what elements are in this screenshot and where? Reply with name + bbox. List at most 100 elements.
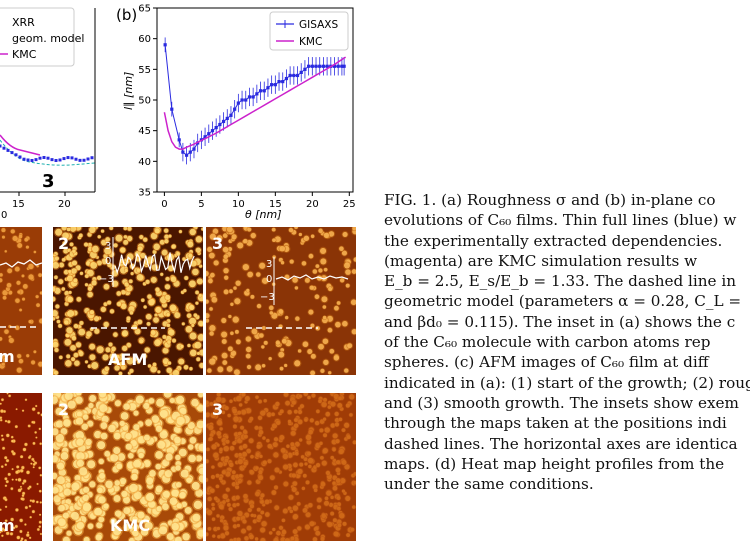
panel-b-chart: (b) 35 40 45 50 55 60 65 0 5 10 15 20 25 l∥ [nm] θ …: [116, 4, 356, 222]
panel-b-ytick: 65: [138, 4, 151, 15]
panel-b-gisaxs-point: [207, 132, 211, 136]
afm-2-number: 2: [58, 234, 69, 253]
panel-b-gisaxs-point: [299, 70, 303, 74]
panel-b-gisaxs-point: [284, 76, 289, 81]
caption-line: spheres. (c) AFM images of C₆₀ film at d…: [384, 353, 709, 372]
panel-b-gisaxs-point: [295, 73, 300, 78]
panel-b-legend-kmc: KMC: [299, 36, 322, 48]
panel-b-gisaxs-point: [321, 64, 326, 68]
caption-line: (magenta) are KMC simulation results w: [384, 251, 698, 270]
panel-b-gisaxs-point: [203, 135, 207, 139]
panel-b-ylabel: l∥ [nm]: [122, 72, 135, 110]
panel-b-gisaxs-point: [340, 64, 344, 68]
panel-a-chart: XRR geom. model KMC 15 20 0 3: [0, 7, 96, 220]
kmc-3-number: 3: [212, 400, 223, 419]
panel-a-geom-curve: [0, 139, 96, 166]
panel-b-gisaxs-point: [244, 98, 248, 102]
panel-b-gisaxs-point: [255, 92, 259, 96]
panel-b-gisaxs-point: [181, 150, 185, 154]
afm-2-tick-3: 3: [105, 241, 111, 252]
panel-b-gisaxs-point: [270, 83, 274, 87]
panel-b-xtick: 5: [198, 199, 204, 210]
afm-2-tag: AFM: [108, 350, 147, 369]
afm-2-tick-0: 0: [105, 256, 111, 267]
caption-line: under the same conditions.: [384, 475, 594, 494]
panel-b-gisaxs-point: [273, 83, 277, 87]
caption-line: and βd₀ = 0.115). The inset in (a) shows…: [384, 312, 736, 331]
panel-a-xtick-15: 15: [12, 199, 25, 210]
panel-b-xtick: 20: [306, 199, 319, 210]
panel-b-gisaxs-point: [236, 101, 240, 105]
caption-line: geometric model (parameters α = 0.28, C_…: [384, 292, 742, 311]
caption-line: E_b = 2.5, E_s/E_b = 1.33. The dashed li…: [384, 272, 737, 291]
panel-b-gisaxs-point: [214, 126, 218, 130]
panel-b-ytick: 40: [138, 157, 151, 168]
panel-b-gisaxs-point: [288, 73, 292, 78]
panel-b-gisaxs-point: [233, 107, 237, 111]
panel-b-xtick: 10: [232, 199, 245, 210]
panel-b-gisaxs-point: [266, 86, 270, 90]
kmc-image-2: 2 KMC: [53, 393, 203, 541]
panel-b-gisaxs-point: [342, 64, 346, 68]
panel-a-kmc-curve: [0, 134, 41, 156]
panel-b-gisaxs-point: [229, 113, 233, 117]
caption-line: the experimentally extracted dependencie…: [384, 231, 723, 250]
panel-b-gisaxs-point: [325, 64, 329, 68]
panel-b-ytick: 60: [138, 34, 151, 45]
caption-line: through the maps taken at the positions …: [384, 414, 727, 433]
afm-3-tick-m3: −3: [260, 292, 275, 303]
afm-3-number: 3: [212, 234, 223, 253]
panel-a-xtick-20: 20: [58, 199, 71, 210]
panel-b-legend-gisaxs: GISAXS: [299, 19, 338, 31]
figure-caption: FIG. 1. (a) Roughness σ and (b) in-plane…: [384, 190, 750, 494]
panel-a-xlabel: 0: [1, 210, 7, 220]
caption-line: evolutions of C₆₀ films. Thin full lines…: [384, 211, 737, 230]
caption-line: indicated in (a): (1) start of the growt…: [384, 373, 750, 392]
kmc-image-3: 3: [206, 393, 356, 541]
panel-b-gisaxs-point: [332, 64, 337, 68]
caption-line: FIG. 1. (a) Roughness σ and (b) in-plane…: [384, 191, 716, 209]
panel-a-marker-3: 3: [42, 171, 55, 192]
panel-b-xtick: 0: [161, 199, 167, 210]
afm-image-3: 3 0 −3 3: [206, 227, 356, 375]
panel-b-gisaxs-point: [251, 95, 255, 99]
caption-line: and (3) smooth growth. The insets show e…: [384, 393, 739, 412]
panel-b-gisaxs-point: [281, 80, 285, 84]
panel-b-gisaxs-point: [336, 64, 340, 68]
kmc-1-tag: m: [0, 516, 15, 535]
panel-b-label: (b): [116, 6, 137, 24]
panel-a-legend-kmc: KMC: [12, 48, 37, 61]
panel-b-gisaxs-point: [258, 89, 263, 93]
afm-3-tick-3: 3: [266, 259, 272, 270]
panel-b-gisaxs-point: [303, 67, 307, 71]
kmc-2-tag: KMC: [110, 516, 150, 535]
panel-b-gisaxs-point: [262, 89, 266, 93]
panel-b-series-kmc: [163, 56, 347, 150]
panel-b-xtick: 25: [343, 199, 356, 210]
panel-b-gisaxs-point: [184, 153, 189, 157]
panel-b-gisaxs-point: [188, 150, 192, 154]
kmc-2-number: 2: [58, 400, 69, 419]
afm-image-1: m: [0, 227, 42, 375]
afm-2-tick-m3: −3: [99, 274, 114, 285]
panel-a-xrr-markers: [0, 144, 94, 162]
panel-b-gisaxs-point: [210, 129, 215, 133]
panel-b-xtick: 15: [269, 199, 282, 210]
panel-b-gisaxs-point: [163, 43, 167, 47]
caption-line: maps. (d) Heat map height profiles from …: [384, 454, 725, 473]
afm-1-tag: m: [0, 347, 15, 366]
panel-b-gisaxs-point: [218, 122, 222, 127]
panel-b-gisaxs-point: [310, 64, 314, 68]
panel-b-gisaxs-point: [170, 107, 174, 111]
panel-b-gisaxs-point: [292, 73, 296, 78]
kmc-image-1: m: [0, 393, 42, 541]
panel-b-gisaxs-point: [314, 64, 318, 68]
panel-a-legend-geom: geom. model: [12, 32, 84, 45]
afm-image-2: 3 0 −3 2 AFM: [53, 227, 203, 375]
panel-b-gisaxs-point: [318, 64, 322, 68]
panel-b-gisaxs-point: [192, 147, 196, 151]
panel-b-ytick: 35: [138, 188, 151, 199]
afm-3-tick-0: 0: [266, 274, 272, 285]
panel-b-gisaxs-point: [240, 98, 244, 102]
panel-b-gisaxs-point: [277, 80, 281, 84]
